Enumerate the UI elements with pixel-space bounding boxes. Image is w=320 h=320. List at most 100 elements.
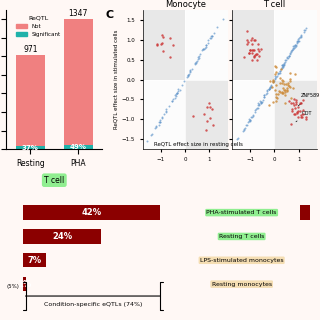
Point (297, 108, 302, 114)
Point (189, 66, 194, 71)
Point (287, 51, 292, 56)
Point (266, 86, 271, 91)
Point (252, 110, 257, 115)
Point (254, 58, 260, 63)
Point (303, 115, 308, 120)
Point (154, 124, 159, 129)
Point (255, 105, 260, 110)
Point (249, 114, 254, 119)
Point (172, 92, 177, 97)
Point (161, 48, 166, 53)
Point (267, 85, 272, 90)
Point (161, 112, 166, 117)
Point (256, 102, 261, 108)
Text: DDT: DDT (296, 111, 312, 122)
Text: ReQTL effect size in resting cells: ReQTL effect size in resting cells (154, 141, 243, 147)
Point (250, 36, 255, 41)
Point (299, 115, 304, 120)
Point (158, 117, 163, 122)
Point (268, 83, 274, 88)
Point (283, 59, 288, 64)
Bar (143, 79, 185, 149)
Point (286, 83, 291, 88)
Point (257, 53, 262, 59)
Point (289, 48, 294, 53)
Point (185, 72, 190, 77)
Point (281, 87, 286, 92)
Point (277, 68, 283, 73)
Point (286, 53, 291, 59)
Point (187, 71, 192, 76)
Point (268, 84, 273, 89)
Point (203, 43, 208, 48)
Point (292, 44, 297, 49)
Point (253, 37, 258, 43)
Point (166, 103, 171, 108)
Point (286, 54, 292, 59)
Point (300, 111, 306, 116)
Point (276, 71, 281, 76)
Point (302, 27, 307, 32)
Point (258, 99, 263, 104)
Point (211, 31, 216, 36)
Point (285, 55, 290, 60)
Point (185, 73, 190, 78)
Point (255, 106, 260, 111)
Point (274, 83, 279, 88)
Point (249, 58, 254, 63)
Point (281, 85, 286, 91)
Point (265, 87, 270, 92)
Legend: Not, Significant: Not, Significant (14, 14, 63, 39)
Point (279, 80, 284, 85)
Point (283, 82, 288, 87)
Point (249, 47, 254, 52)
Point (170, 99, 175, 104)
Point (242, 54, 247, 59)
Point (188, 68, 193, 73)
Point (296, 108, 301, 113)
Point (280, 63, 285, 68)
Point (273, 73, 278, 78)
Point (156, 122, 161, 127)
Point (259, 100, 264, 105)
Point (278, 89, 283, 94)
Point (283, 58, 288, 63)
Point (299, 33, 304, 38)
Point (261, 95, 266, 100)
Point (298, 100, 303, 105)
Point (273, 65, 278, 70)
Point (296, 35, 301, 40)
Point (220, 17, 226, 22)
Point (173, 95, 178, 100)
Point (288, 96, 293, 101)
Point (255, 42, 260, 47)
Point (171, 97, 176, 102)
Point (296, 39, 301, 44)
Point (245, 38, 250, 43)
Bar (300, 205, 310, 220)
Point (152, 125, 157, 130)
Point (280, 63, 285, 68)
Point (193, 61, 198, 66)
Bar (232, 79, 274, 149)
Point (196, 55, 201, 60)
Point (157, 120, 162, 125)
Point (194, 60, 199, 65)
Point (280, 91, 285, 96)
Bar (64, 19, 92, 145)
Point (175, 89, 180, 94)
Point (208, 36, 213, 41)
Text: LPS-stimulated monocytes: LPS-stimulated monocytes (200, 258, 284, 263)
Point (202, 46, 207, 51)
Point (277, 75, 282, 80)
Point (293, 101, 298, 107)
Point (188, 69, 193, 74)
Point (272, 78, 277, 84)
Point (203, 43, 208, 48)
Point (282, 60, 287, 66)
Point (281, 61, 286, 66)
Point (294, 99, 299, 104)
Point (279, 90, 284, 95)
Point (252, 108, 258, 113)
Point (281, 63, 286, 68)
